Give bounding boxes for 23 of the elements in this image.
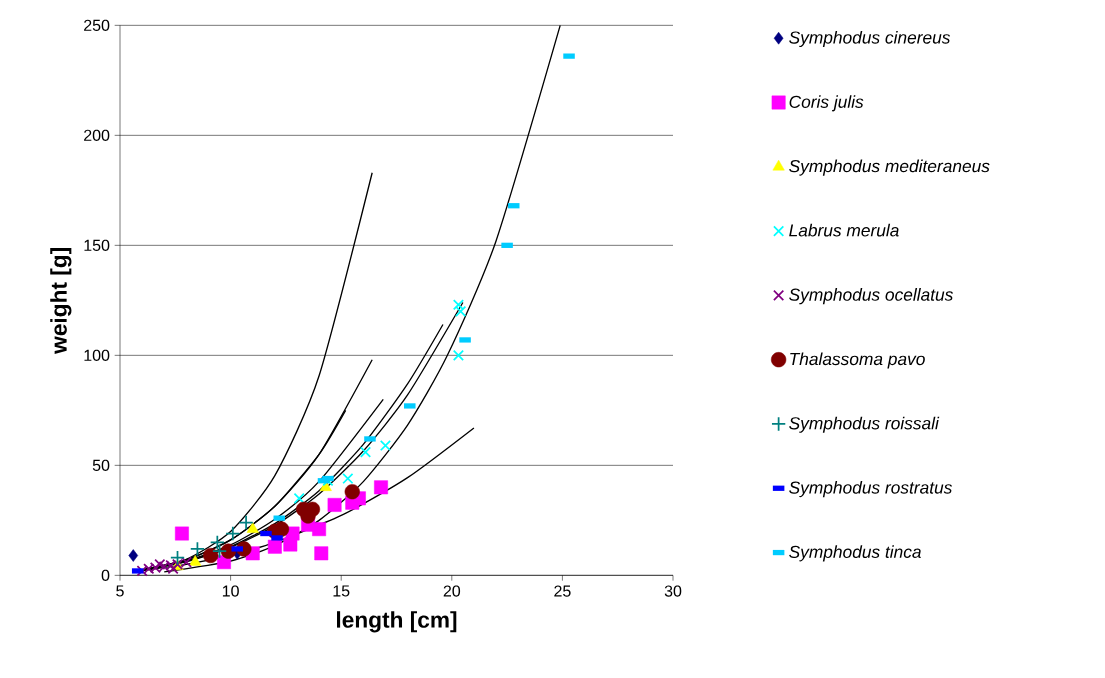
y-tick-label: 200 (84, 129, 110, 141)
y-tick-label: 100 (84, 349, 110, 361)
legend-label: Labrus merula (789, 223, 899, 237)
x-tick-label: 30 (664, 585, 682, 597)
x-axis-title: length [cm] (337, 611, 457, 633)
y-tick-label: 150 (84, 239, 110, 251)
legend-label: Coris julis (789, 95, 864, 112)
y-tick-label: 250 (84, 19, 110, 31)
y-tick-label: 0 (101, 569, 110, 581)
y-axis-title: weight [g] (50, 248, 72, 354)
x-tick-label: 15 (333, 585, 350, 597)
legend-label: Symphodus ocellatus (789, 288, 953, 305)
legend-label: Symphodus rostratus (789, 480, 952, 498)
x-tick-label: 25 (554, 585, 571, 597)
y-tick-label: 50 (92, 459, 110, 471)
legend-label: Symphodus tinca (789, 545, 921, 562)
legend-label: Symphodus mediteraneus (789, 159, 990, 176)
x-tick-label: 10 (222, 585, 239, 597)
legend-label: Symphodus cinereus (789, 30, 951, 48)
legend-label: Symphodus roissali (789, 416, 940, 433)
x-tick-label: 20 (443, 585, 461, 597)
x-tick-label: 5 (116, 585, 124, 597)
legend-label: Thalassoma pavo (790, 352, 925, 369)
